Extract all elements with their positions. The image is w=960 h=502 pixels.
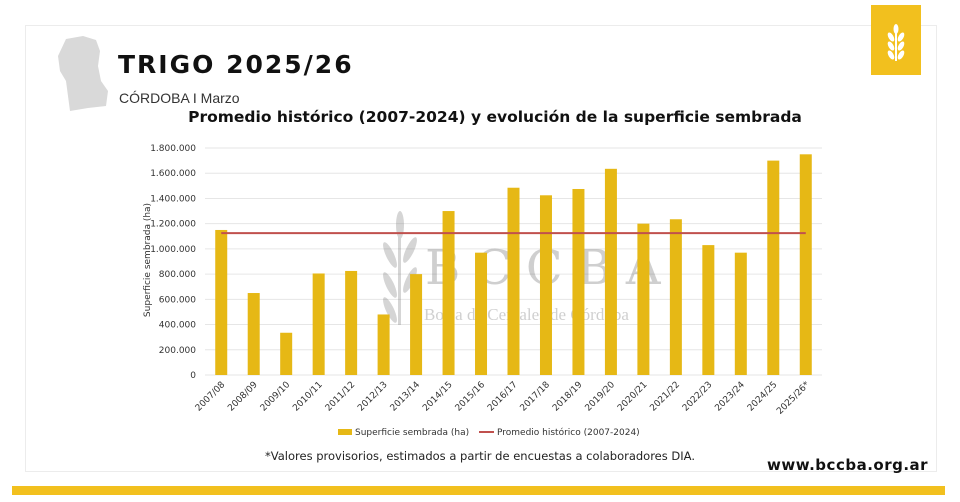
x-tick-label: 2024/25 xyxy=(746,380,780,414)
chart-title: Promedio histórico (2007-2024) y evoluci… xyxy=(188,108,802,126)
y-tick-label: 1.600.000 xyxy=(150,169,196,179)
x-tick-label: 2015/16 xyxy=(454,380,488,414)
bar xyxy=(702,245,715,375)
y-tick-label: 600.000 xyxy=(159,295,196,305)
y-tick-label: 0 xyxy=(190,371,196,381)
y-axis-label: Superficie sembrada (ha) xyxy=(143,203,153,317)
bar xyxy=(475,252,488,375)
x-tick-label: 2020/21 xyxy=(616,380,650,414)
bar xyxy=(604,168,617,375)
bar xyxy=(280,332,293,375)
bccba-watermark: BCCBA Bolsa de Cereales de Córdoba xyxy=(383,211,661,325)
x-tick-label: 2017/18 xyxy=(519,380,553,414)
bar xyxy=(669,219,682,375)
y-tick-label: 1.400.000 xyxy=(150,194,196,204)
x-tick-label: 2016/17 xyxy=(486,380,520,414)
y-tick-label: 800.000 xyxy=(159,270,196,280)
website-url[interactable]: www.bccba.org.ar xyxy=(767,456,929,474)
bar xyxy=(247,293,260,375)
y-tick-label: 400.000 xyxy=(159,321,196,331)
bar xyxy=(507,187,520,375)
x-tick-label: 2014/15 xyxy=(421,380,455,414)
cordoba-map-icon xyxy=(58,36,108,111)
bar xyxy=(637,223,650,375)
bar xyxy=(312,273,325,375)
wheat-watermark-icon xyxy=(383,211,417,325)
bar xyxy=(539,195,552,375)
legend-swatch-bars xyxy=(338,429,352,435)
x-tick-label: 2009/10 xyxy=(259,380,293,414)
bar xyxy=(767,160,780,375)
bar xyxy=(799,154,812,375)
x-tick-label: 2022/23 xyxy=(681,380,715,414)
legend-label-line: Promedio histórico (2007-2024) xyxy=(497,427,640,438)
x-tick-label: 2025/26* xyxy=(775,380,812,417)
x-tick-label: 2019/20 xyxy=(584,380,618,414)
bar xyxy=(410,274,423,375)
y-tick-label: 1.800.000 xyxy=(150,144,196,154)
bar xyxy=(572,188,585,375)
x-tick-label: 2011/12 xyxy=(324,380,358,414)
page-title: TRIGO 2025/26 xyxy=(118,50,354,79)
y-tick-label: 1.200.000 xyxy=(150,220,196,230)
footnote: *Valores provisorios, estimados a partir… xyxy=(265,449,695,463)
y-tick-label: 200.000 xyxy=(159,346,196,356)
legend-label-bars: Superficie sembrada (ha) xyxy=(355,428,469,438)
y-tick-label: 1.000.000 xyxy=(150,245,196,255)
page-subtitle: CÓRDOBA I Marzo xyxy=(119,90,240,106)
bar xyxy=(215,229,228,375)
x-tick-label: 2010/11 xyxy=(291,380,325,414)
x-tick-label: 2018/19 xyxy=(551,380,585,414)
x-tick-label: 2023/24 xyxy=(713,380,747,414)
content-card xyxy=(25,25,937,472)
legend: Superficie sembrada (ha) Promedio histór… xyxy=(338,427,640,438)
x-tick-label: 2012/13 xyxy=(356,380,390,414)
x-tick-label: 2008/09 xyxy=(226,380,260,414)
bar xyxy=(442,211,455,375)
watermark-subtext: Bolsa de Cereales de Córdoba xyxy=(424,305,629,324)
x-tick-label: 2013/14 xyxy=(389,380,423,414)
x-tick-label: 2021/22 xyxy=(648,380,682,414)
bar xyxy=(377,314,390,375)
wheat-icon xyxy=(871,5,921,75)
bar xyxy=(734,252,747,375)
x-tick-label: 2007/08 xyxy=(194,380,228,414)
bottom-accent-bar xyxy=(12,486,945,495)
bar xyxy=(345,270,358,375)
